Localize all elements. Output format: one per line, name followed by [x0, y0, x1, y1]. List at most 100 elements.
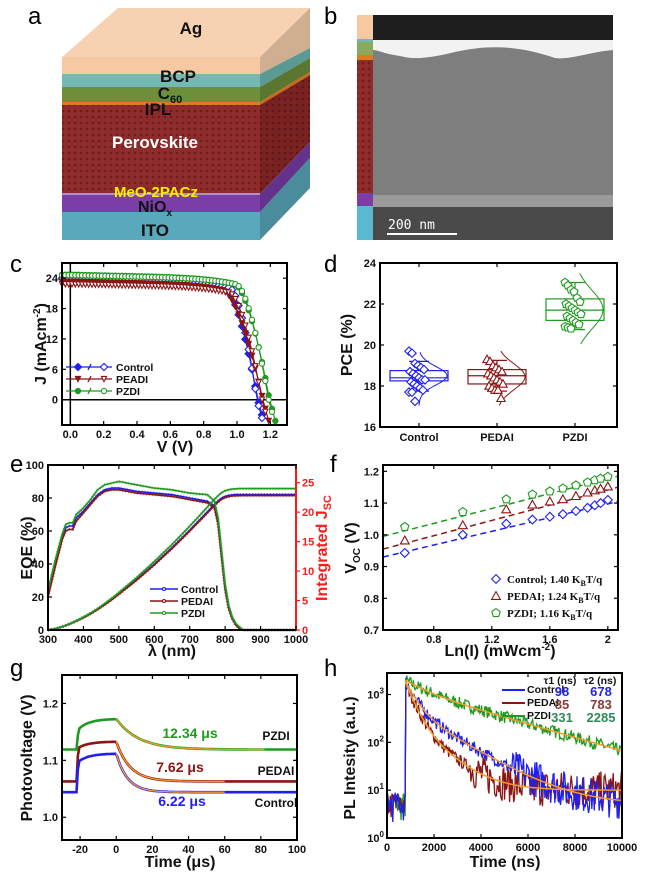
tau2-value-pzdi: 2285	[587, 710, 616, 725]
y-axis-label: J (mAcm-2)	[32, 303, 50, 385]
layer-label-ito: ITO	[141, 221, 169, 240]
data-point	[407, 348, 417, 359]
legend-item: PEDAI	[150, 596, 213, 608]
legend-item: PEADI	[66, 374, 148, 386]
y-tick-base: 10	[367, 737, 379, 749]
x-tick-label: 0.4	[129, 429, 145, 441]
layer-label-bcp: BCP	[160, 67, 196, 86]
x-tick-label: 0.8	[426, 634, 441, 646]
legend-label: Control	[116, 362, 153, 374]
data-point	[74, 387, 82, 395]
x-tick-label: 80	[255, 844, 267, 856]
legend-label: Control; 1.40 KBT/q	[507, 574, 603, 588]
distribution-curve	[579, 272, 604, 345]
tau1-value-control: 98	[555, 684, 569, 699]
y-tick-label: 60	[32, 526, 44, 538]
data-point	[245, 334, 253, 342]
layer-perovskite-side	[260, 75, 310, 194]
legend-slash	[87, 363, 92, 371]
x-tick-label: 0.8	[196, 429, 211, 441]
x-tick-label: 700	[181, 634, 199, 646]
layer-c60-front	[62, 87, 260, 102]
legend-item: Control; 1.40 KBT/q	[490, 573, 603, 588]
layer-ag-top	[62, 8, 310, 57]
legend-label: PZDI	[181, 608, 205, 620]
device-stack-diagram: Ag BCP C60 IPL Perovskite MeO-2PACz NiOx…	[62, 8, 310, 240]
tau2-value-pedai: 783	[590, 697, 612, 712]
y-tick-label: 22	[364, 299, 376, 311]
data-point	[161, 610, 167, 616]
x-category-label: Control	[399, 432, 438, 444]
legend-label: PEDAI	[181, 596, 213, 608]
panel-label-e: e	[10, 451, 23, 478]
data-point	[527, 514, 538, 525]
legend-label: PEDAI; 1.24 KBT/q	[507, 591, 601, 605]
box-control	[389, 346, 449, 407]
legend-label: PEADI	[116, 374, 148, 386]
x-tick-label: 2	[605, 634, 611, 646]
y2-tick-label: 10	[302, 566, 314, 578]
data-point	[235, 282, 242, 290]
y-tick-label: 101	[367, 782, 384, 797]
y-tick-label: 12	[46, 334, 58, 346]
x-tick-label: 10000	[607, 842, 638, 854]
x-tick-label: 1.0	[229, 429, 244, 441]
x-tick-label: 0.0	[63, 429, 78, 441]
pl-fit-pedai	[404, 681, 622, 791]
x-tick-label: 400	[74, 634, 92, 646]
legend-label: Control	[527, 684, 564, 696]
x-tick-label: 1.2	[263, 429, 278, 441]
legend-label: Control	[181, 584, 218, 596]
legend-item: PZDI	[66, 386, 140, 398]
panel-label-a: a	[28, 3, 42, 30]
legend-label: PZDI; 1.16 KBT/q	[507, 608, 593, 622]
plot-frame	[386, 672, 623, 839]
y-tick-label: 0	[38, 625, 44, 637]
y-tick-label: 0.8	[364, 593, 379, 605]
layer-bcp-front	[62, 74, 260, 87]
tem-strip-ipl	[357, 55, 373, 60]
x-axis-label-part: Ln(I) (mWcm	[444, 643, 541, 660]
data-point	[582, 487, 593, 497]
y-axis-label-sup: -2	[32, 308, 43, 317]
tpv-fit-pedai	[115, 741, 225, 783]
data-point	[255, 379, 263, 387]
data-point	[99, 362, 109, 372]
legend-label-part: B	[570, 613, 576, 622]
plot-frame	[61, 674, 298, 841]
x-tick-label: 600	[145, 634, 163, 646]
jsc-curve-pzdi	[47, 487, 296, 631]
jsc-curve-pedai	[47, 494, 296, 631]
legend-item: PEDAI; 1.24 KBT/q	[490, 590, 601, 605]
data-point	[527, 489, 538, 499]
y-axis-label: PCE (%)	[339, 314, 356, 376]
data-point	[492, 384, 504, 394]
y-tick-label: 20	[32, 592, 44, 604]
fit-line-pzdi	[382, 475, 619, 538]
layer-niox-front	[62, 195, 260, 212]
x-tick-label: 800	[216, 634, 234, 646]
data-point	[418, 385, 428, 396]
tau1-value-pedai: 85	[555, 697, 569, 712]
layer-niox-side	[260, 142, 310, 212]
data-point	[399, 534, 411, 545]
legend-slash	[87, 375, 92, 383]
pl-fit-control	[404, 680, 622, 802]
data-point	[419, 364, 429, 375]
data-point	[254, 401, 264, 411]
y-tick-base: 10	[367, 690, 379, 702]
data-point	[258, 396, 266, 404]
box-pedai	[467, 350, 527, 406]
data-point	[595, 497, 606, 509]
legend-item: Control	[502, 684, 564, 696]
data-point	[582, 502, 593, 514]
legend-label: PZDI	[527, 710, 551, 722]
x-tick-label: 6000	[516, 842, 540, 854]
data-point	[420, 374, 430, 385]
x-tick-label: 40	[182, 844, 194, 856]
x-tick-label: 20	[146, 844, 158, 856]
legend-slash	[87, 387, 92, 395]
y2-axis-label-main: Integrated J	[314, 510, 331, 601]
fit-line-control	[382, 500, 619, 558]
y-tick-exponent: 3	[380, 687, 385, 696]
